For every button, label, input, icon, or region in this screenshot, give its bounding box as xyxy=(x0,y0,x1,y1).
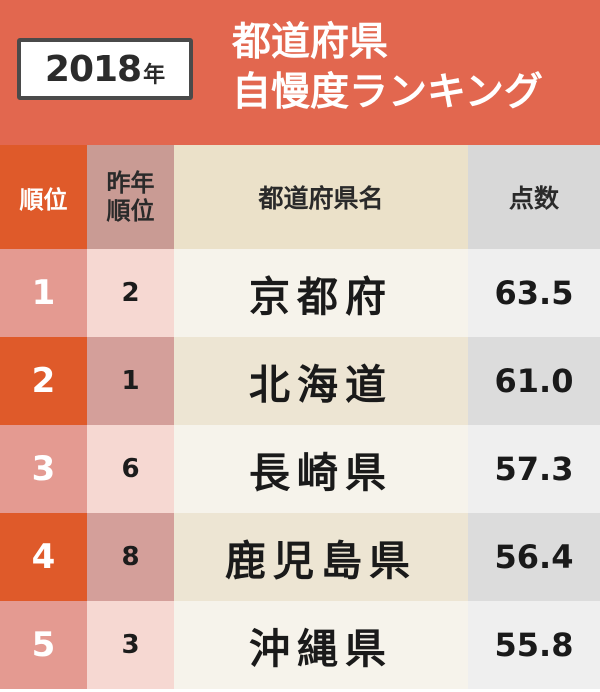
score-cell: 57.3 xyxy=(468,425,600,513)
score-cell: 63.5 xyxy=(468,249,600,337)
title-line-2: 自慢度ランキング xyxy=(232,70,543,115)
prev-rank-cell: 8 xyxy=(87,513,174,601)
prev-rank-value: 6 xyxy=(121,454,140,484)
prev-rank-value: 3 xyxy=(121,630,140,660)
prefecture-name: 沖縄県 xyxy=(249,625,393,673)
table-row: 3 6 長崎県 57.3 xyxy=(0,425,600,513)
rank-value: 1 xyxy=(31,273,56,313)
table-row: 2 1 北海道 61.0 xyxy=(0,337,600,425)
rank-value: 5 xyxy=(31,625,56,665)
rank-value: 2 xyxy=(31,361,56,401)
score-value: 56.4 xyxy=(494,538,574,576)
prefecture-cell: 北海道 xyxy=(174,337,468,425)
prefecture-cell: 長崎県 xyxy=(174,425,468,513)
prefecture-name: 鹿児島県 xyxy=(225,537,417,585)
prev-rank-cell: 3 xyxy=(87,601,174,689)
score-value: 63.5 xyxy=(494,274,574,312)
score-cell: 56.4 xyxy=(468,513,600,601)
column-header-rank: 順位 xyxy=(0,145,87,249)
year-number: 2018 xyxy=(44,48,142,90)
rank-value: 3 xyxy=(31,449,56,489)
rank-cell: 4 xyxy=(0,513,87,601)
prev-rank-cell: 2 xyxy=(87,249,174,337)
rank-cell: 1 xyxy=(0,249,87,337)
prev-rank-value: 1 xyxy=(121,366,140,396)
prefecture-name: 北海道 xyxy=(249,361,393,409)
page-title: 都道府県 自慢度ランキング xyxy=(232,18,592,118)
rank-cell: 3 xyxy=(0,425,87,513)
score-value: 57.3 xyxy=(494,450,574,488)
score-value: 55.8 xyxy=(494,626,574,664)
score-value: 61.0 xyxy=(494,362,574,400)
ranking-table: 順位 昨年 順位 都道府県名 点数 1 2 京都府 63.5 2 1 北海道 6… xyxy=(0,145,600,692)
prefecture-name: 長崎県 xyxy=(249,449,393,497)
column-header-prev-rank: 昨年 順位 xyxy=(87,145,174,249)
prefecture-cell: 京都府 xyxy=(174,249,468,337)
column-header-score: 点数 xyxy=(468,145,600,249)
score-cell: 55.8 xyxy=(468,601,600,689)
table-row: 4 8 鹿児島県 56.4 xyxy=(0,513,600,601)
table-row: 5 3 沖縄県 55.8 xyxy=(0,601,600,689)
title-line-1: 都道府県 xyxy=(232,20,389,65)
prefecture-cell: 鹿児島県 xyxy=(174,513,468,601)
column-header-prefecture: 都道府県名 xyxy=(174,145,468,249)
table-header-row: 順位 昨年 順位 都道府県名 点数 xyxy=(0,145,600,249)
rank-cell: 5 xyxy=(0,601,87,689)
prev-rank-label-line-1: 昨年 xyxy=(106,169,155,197)
prev-rank-cell: 6 xyxy=(87,425,174,513)
prev-rank-cell: 1 xyxy=(87,337,174,425)
table-row: 1 2 京都府 63.5 xyxy=(0,249,600,337)
prefecture-name: 京都府 xyxy=(249,273,393,321)
prev-rank-value: 2 xyxy=(121,278,140,308)
prev-rank-label-line-2: 順位 xyxy=(106,197,155,225)
prefecture-cell: 沖縄県 xyxy=(174,601,468,689)
prev-rank-value: 8 xyxy=(121,542,140,572)
rank-value: 4 xyxy=(31,537,56,577)
header-banner: 2018 年 都道府県 自慢度ランキング xyxy=(0,0,600,145)
year-badge: 2018 年 xyxy=(17,38,193,100)
score-cell: 61.0 xyxy=(468,337,600,425)
year-suffix: 年 xyxy=(143,63,166,88)
rank-cell: 2 xyxy=(0,337,87,425)
